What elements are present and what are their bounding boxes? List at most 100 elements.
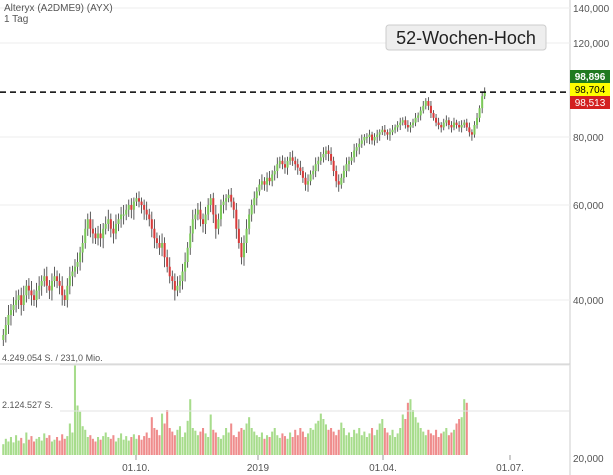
candle-body (68, 276, 71, 286)
candle-body (43, 276, 46, 281)
volume-bar (73, 365, 77, 455)
volume-bar (358, 428, 361, 455)
candle-body (102, 228, 105, 239)
candle-body (465, 122, 468, 128)
candle-body (435, 117, 438, 123)
candle-body (137, 198, 141, 202)
volume-bar (230, 423, 233, 455)
candle-body (99, 233, 102, 239)
candle-body (27, 285, 30, 291)
volume-bar (281, 433, 284, 455)
volume-bar (161, 413, 164, 455)
candle-body (345, 164, 348, 171)
volume-bar (117, 437, 120, 455)
candle-body (191, 219, 194, 234)
annotation-box (385, 24, 547, 51)
candle-body (268, 177, 271, 182)
volume-bar (250, 428, 253, 455)
candle-body (445, 120, 448, 123)
volume-bar (217, 437, 220, 455)
volume-bar (120, 433, 123, 455)
candle-body (327, 150, 330, 154)
y-tick-label: 40,000 (573, 296, 604, 307)
candle-body (250, 205, 253, 215)
candle-body (483, 92, 486, 97)
candle-body (212, 198, 215, 215)
chart-title: Alteryx (A2DME9) (AYX) (4, 3, 113, 14)
volume-bar (91, 438, 94, 455)
candle-body (437, 122, 440, 125)
volume-bar (435, 429, 438, 455)
volume-bar (363, 431, 366, 455)
volume-bar (388, 435, 391, 455)
x-tick-label: 2019 (247, 463, 270, 474)
volume-bar (419, 428, 422, 455)
volume-bar (66, 436, 69, 455)
volume-bar (245, 423, 248, 455)
candle-body (245, 228, 248, 243)
volume-bar (404, 419, 407, 455)
candle-body (48, 285, 51, 291)
candle-body (232, 201, 235, 210)
candle-body (452, 122, 456, 128)
candle-body (463, 122, 466, 125)
volume-bar (56, 437, 59, 455)
candle-body (91, 228, 94, 234)
candle-body (73, 266, 77, 272)
volume-bar (332, 431, 335, 455)
volume-bar (143, 436, 146, 455)
candle-body (184, 262, 187, 272)
volume-bar (94, 441, 97, 455)
volume-bar (38, 437, 41, 455)
volume-bar (135, 438, 138, 455)
volume-bar (289, 432, 292, 455)
candle-body (166, 257, 169, 267)
volume-bar (114, 441, 117, 455)
volume-bar (460, 417, 463, 455)
candle-body (227, 194, 230, 199)
volume-bar (347, 432, 351, 455)
volume-bars (2, 365, 468, 455)
volume-bar (350, 437, 353, 455)
volume-bar (258, 437, 261, 455)
candle-body (306, 181, 310, 185)
volume-bar (417, 422, 420, 455)
volume-bar (396, 433, 399, 455)
candle-body (381, 129, 384, 133)
volume-bar (148, 437, 151, 455)
candle-body (278, 160, 281, 165)
volume-bar (104, 432, 107, 455)
volume-bar (178, 426, 182, 455)
candle-body (255, 191, 258, 199)
candle-body (286, 160, 289, 168)
volume-bar (442, 431, 445, 455)
volume-bar (353, 429, 356, 455)
volume-bar (406, 402, 409, 455)
volume-bar (276, 435, 279, 455)
volume-bar (368, 433, 371, 455)
volume-bar (166, 410, 169, 455)
candle-body (299, 167, 302, 171)
volume-bar (207, 437, 210, 455)
x-tick-label: 01.07. (496, 463, 524, 474)
volume-bar (137, 435, 141, 455)
volume-bar (266, 435, 269, 455)
candle-body (89, 219, 92, 229)
volume-bar (255, 435, 258, 455)
volume-bar (79, 411, 82, 455)
volume-bar (371, 428, 374, 455)
volume-bar (22, 443, 25, 455)
volume-bar (304, 437, 307, 455)
candle-body (153, 228, 156, 239)
candle-body (81, 243, 84, 253)
candle-body (145, 209, 148, 215)
candle-body (473, 125, 476, 135)
candle-body (371, 134, 374, 141)
volume-bar (122, 439, 125, 455)
volume-bar (43, 433, 46, 455)
volume-bar (25, 432, 28, 455)
candle-body (240, 243, 243, 258)
volume-bar (227, 432, 230, 455)
volume-bar (199, 431, 202, 455)
volume-bar (319, 413, 322, 455)
